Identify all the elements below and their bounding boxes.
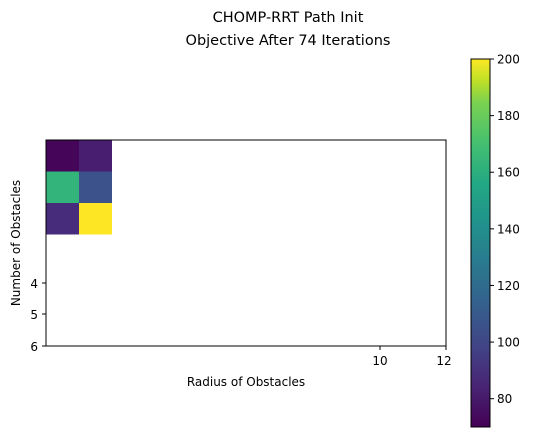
y-tick-label: 5 [30,308,38,322]
colorbar [470,58,491,428]
colorbar-tick-label: 160 [497,166,520,180]
heatmap-cell [46,203,79,235]
x-axis-label: Radius of Obstacles [187,375,305,389]
chart-subtitle: Objective After 74 Iterations [186,33,391,49]
x-tick-label: 12 [436,354,451,368]
plot-frame [45,139,447,347]
colorbar-ticks: 80 100 120 140 160 180 200 [490,53,520,406]
chart-title: CHOMP-RRT Path Init [213,10,364,26]
y-tick-label: 6 [30,340,38,354]
colorbar-tick-label: 100 [497,336,520,350]
colorbar-tick-label: 180 [497,109,520,123]
colorbar-tick-label: 140 [497,222,520,236]
heatmap-cell [79,171,112,203]
heatmap-cells [46,140,112,235]
heatmap-cell [79,203,112,235]
heatmap-cell [46,140,79,172]
y-axis-label: Number of Obstacles [9,180,23,306]
y-tick-label: 4 [30,277,38,291]
x-tick-label: 10 [372,354,387,368]
heatmap-cell [46,171,79,203]
colorbar-tick-label: 200 [497,53,520,67]
colorbar-tick-label: 120 [497,279,520,293]
heatmap-cell [79,140,112,172]
colorbar-tick-label: 80 [497,392,512,406]
